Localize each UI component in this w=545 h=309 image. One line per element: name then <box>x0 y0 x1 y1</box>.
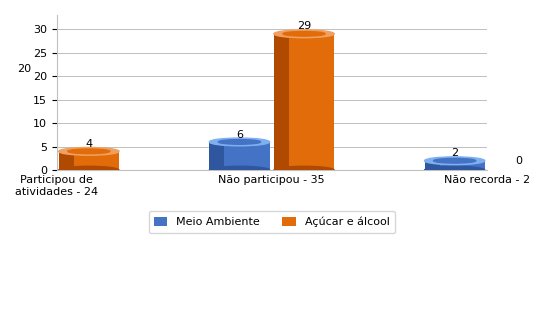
Text: 6: 6 <box>236 129 243 140</box>
FancyBboxPatch shape <box>440 161 485 170</box>
FancyBboxPatch shape <box>9 76 54 170</box>
FancyBboxPatch shape <box>225 142 270 170</box>
Ellipse shape <box>274 30 334 38</box>
Text: 29: 29 <box>297 21 311 32</box>
Legend: Meio Ambiente, Açúcar e álcool: Meio Ambiente, Açúcar e álcool <box>149 211 395 233</box>
Ellipse shape <box>59 147 119 155</box>
FancyBboxPatch shape <box>289 34 334 170</box>
Ellipse shape <box>209 138 270 146</box>
FancyBboxPatch shape <box>425 161 440 170</box>
Ellipse shape <box>0 72 54 80</box>
FancyBboxPatch shape <box>59 151 74 170</box>
Ellipse shape <box>68 149 110 154</box>
Ellipse shape <box>219 140 261 144</box>
Ellipse shape <box>274 166 334 174</box>
Ellipse shape <box>489 166 545 174</box>
Ellipse shape <box>3 74 45 78</box>
Ellipse shape <box>434 159 476 163</box>
Ellipse shape <box>209 166 270 174</box>
Text: 2: 2 <box>451 148 458 159</box>
FancyBboxPatch shape <box>74 151 119 170</box>
Ellipse shape <box>0 166 54 174</box>
Text: 0: 0 <box>516 156 523 166</box>
Ellipse shape <box>283 32 325 36</box>
FancyBboxPatch shape <box>0 76 9 170</box>
FancyBboxPatch shape <box>209 142 225 170</box>
Ellipse shape <box>59 166 119 174</box>
Text: 4: 4 <box>85 139 93 149</box>
Text: 20: 20 <box>17 64 32 74</box>
FancyBboxPatch shape <box>274 34 289 170</box>
Ellipse shape <box>425 157 485 165</box>
Ellipse shape <box>425 166 485 174</box>
